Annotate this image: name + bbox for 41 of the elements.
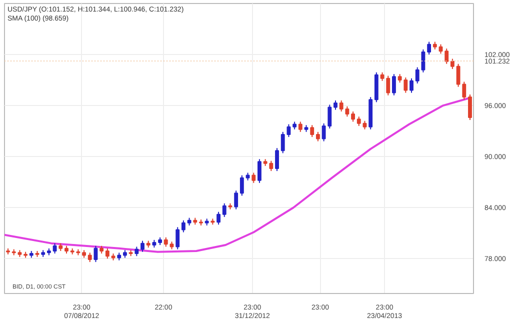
candlestick [339,100,344,112]
candlestick [468,94,472,121]
candlestick [345,106,350,118]
candlestick [322,122,326,142]
candlestick [427,41,432,56]
candlestick [450,58,454,70]
candlestick [216,211,220,226]
candlestick [164,236,168,248]
candlestick [269,160,274,172]
candlestick [252,172,256,184]
candlestick [392,74,396,96]
candlestick [134,246,139,257]
candlestick [94,245,98,263]
candlestick [298,121,302,132]
candlestick [140,240,144,252]
candlestick [415,66,420,84]
candlestick [275,148,279,172]
candlestick [404,76,408,94]
candlestick [234,190,238,210]
candlestick [316,131,320,142]
candlestick [88,252,92,263]
candlestick [334,100,338,110]
candlestick [328,104,332,130]
candlestick [351,111,355,122]
candlestick [222,202,226,218]
candlestick [356,116,361,126]
candlestick [286,124,291,138]
candlestick [105,248,110,260]
candlestick [438,44,443,54]
candlestick [258,158,262,184]
candlestick [310,124,314,138]
line-series [4,96,471,253]
candlestick [444,48,449,64]
candlestick [421,48,426,73]
candlestick [280,131,285,154]
candlestick [176,226,180,250]
candlestick [52,242,57,254]
candlestick [386,75,390,96]
candlestick [240,174,244,196]
candlestick [410,78,414,94]
candlestick [181,220,186,233]
